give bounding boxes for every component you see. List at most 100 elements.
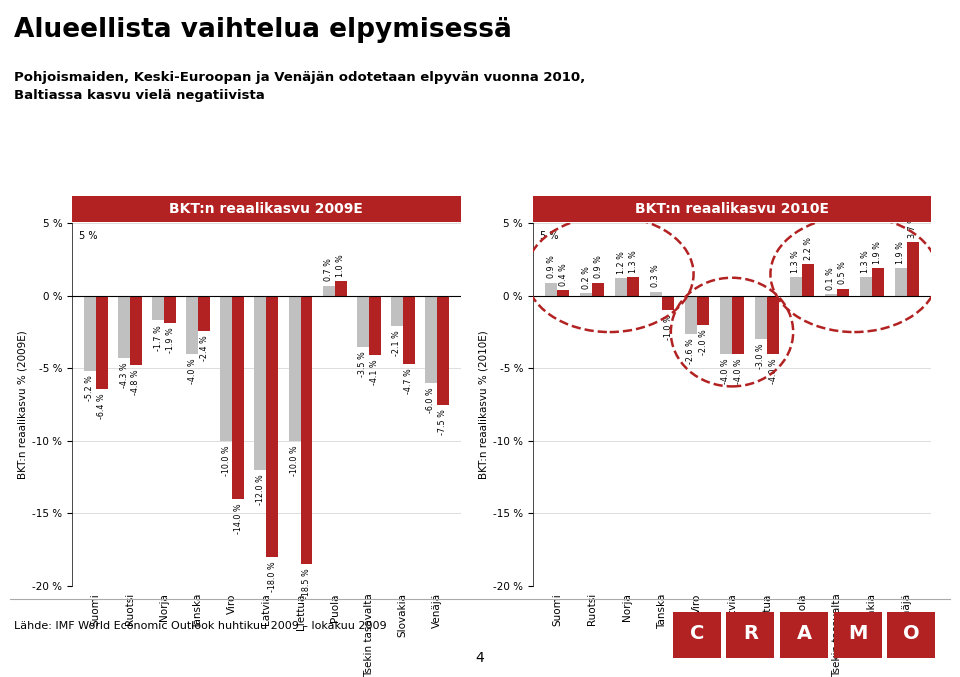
Bar [720, 296, 732, 354]
Bar [357, 296, 369, 347]
Text: -4.3 %: -4.3 % [119, 362, 129, 388]
Bar [907, 242, 919, 296]
Bar [790, 277, 802, 296]
Text: BKT:n reaalikasvu 2009E: BKT:n reaalikasvu 2009E [170, 202, 363, 216]
Text: 1.0 %: 1.0 % [336, 255, 345, 277]
Text: -2.6 %: -2.6 % [686, 338, 695, 364]
Text: -4.7 %: -4.7 % [404, 368, 414, 394]
Bar [895, 268, 907, 296]
Bar [837, 288, 849, 296]
Text: -2.0 %: -2.0 % [699, 329, 708, 355]
FancyBboxPatch shape [887, 612, 935, 657]
Text: -18.5 %: -18.5 % [302, 568, 311, 599]
Bar [254, 296, 267, 470]
Bar [580, 293, 592, 296]
Text: -4.0 %: -4.0 % [769, 358, 778, 384]
Text: -2.4 %: -2.4 % [200, 335, 208, 361]
Bar [186, 296, 198, 354]
Bar [592, 283, 605, 296]
Bar [557, 290, 569, 296]
Text: -6.4 %: -6.4 % [97, 393, 107, 418]
Text: 5 %: 5 % [540, 231, 559, 240]
Text: 1.2 %: 1.2 % [616, 251, 626, 274]
Text: O: O [903, 624, 920, 643]
Text: -3.5 %: -3.5 % [358, 351, 368, 376]
Bar [152, 296, 164, 320]
Text: BKT:n reaalikasvu 2010E: BKT:n reaalikasvu 2010E [635, 202, 829, 216]
Text: 0.5 %: 0.5 % [838, 261, 848, 284]
Text: 5 %: 5 % [79, 231, 97, 240]
Text: 0.3 %: 0.3 % [652, 265, 660, 287]
Bar [615, 278, 627, 296]
Bar [118, 296, 130, 358]
Text: 1.9 %: 1.9 % [874, 241, 882, 264]
Text: R: R [743, 624, 757, 643]
Bar [164, 296, 176, 324]
Text: -5.2 %: -5.2 % [85, 376, 94, 401]
Text: C: C [689, 624, 704, 643]
Text: -4.8 %: -4.8 % [132, 370, 140, 395]
Text: 1.3 %: 1.3 % [791, 250, 801, 273]
Bar [289, 296, 300, 441]
Bar [859, 277, 872, 296]
Bar [96, 296, 108, 389]
Text: -18.0 %: -18.0 % [268, 561, 276, 592]
Bar [267, 296, 278, 556]
Bar [662, 296, 674, 310]
Text: 4: 4 [475, 651, 485, 665]
Bar [369, 296, 381, 355]
Bar [437, 296, 449, 404]
Bar [425, 296, 437, 383]
Text: -2.1 %: -2.1 % [393, 330, 401, 356]
Bar [767, 296, 780, 354]
Bar [697, 296, 709, 325]
Bar [221, 296, 232, 441]
Text: -4.0 %: -4.0 % [188, 358, 197, 384]
Text: -14.0 %: -14.0 % [234, 503, 243, 533]
Bar [627, 277, 639, 296]
Text: -10.0 %: -10.0 % [290, 445, 299, 476]
Text: -6.0 %: -6.0 % [426, 387, 436, 413]
Text: A: A [797, 624, 811, 643]
Bar [650, 292, 662, 296]
Text: -4.0 %: -4.0 % [733, 358, 743, 384]
Text: -1.0 %: -1.0 % [663, 315, 673, 341]
Bar [84, 296, 96, 371]
Bar [391, 296, 403, 326]
Text: -3.0 %: -3.0 % [756, 344, 765, 369]
Bar [198, 296, 210, 330]
Y-axis label: BKT:n reaalikasvu % (2009E): BKT:n reaalikasvu % (2009E) [18, 330, 28, 479]
Text: 1.3 %: 1.3 % [629, 250, 637, 273]
Bar [323, 286, 335, 296]
Text: -12.0 %: -12.0 % [256, 474, 265, 505]
Text: -7.5 %: -7.5 % [439, 409, 447, 435]
Text: -10.0 %: -10.0 % [222, 445, 230, 476]
Bar [403, 296, 415, 364]
Bar [300, 296, 312, 564]
Y-axis label: BKT:n reaalikasvu % (2010E): BKT:n reaalikasvu % (2010E) [479, 330, 489, 479]
Bar [130, 296, 142, 366]
Text: Lähde: IMF World Economic Outlook huhtikuu 2009 – lokakuu 2009: Lähde: IMF World Economic Outlook huhtik… [14, 621, 387, 631]
Bar [545, 283, 557, 296]
FancyBboxPatch shape [833, 612, 881, 657]
Text: -4.0 %: -4.0 % [721, 358, 731, 384]
Text: -4.1 %: -4.1 % [371, 359, 379, 385]
Text: 1.9 %: 1.9 % [896, 241, 905, 264]
Text: 2.2 %: 2.2 % [804, 237, 812, 259]
Text: -1.7 %: -1.7 % [154, 325, 162, 351]
FancyBboxPatch shape [727, 612, 775, 657]
Bar [732, 296, 744, 354]
Bar [684, 296, 697, 334]
Bar [335, 282, 347, 296]
Bar [872, 268, 884, 296]
Text: 0.9 %: 0.9 % [546, 256, 556, 278]
FancyBboxPatch shape [780, 612, 828, 657]
Text: 1.3 %: 1.3 % [861, 250, 870, 273]
FancyBboxPatch shape [673, 612, 721, 657]
Bar [825, 294, 837, 296]
Text: -1.9 %: -1.9 % [165, 328, 175, 353]
Text: 0.2 %: 0.2 % [582, 266, 590, 288]
Text: Alueellista vaihtelua elpymisessä: Alueellista vaihtelua elpymisessä [14, 17, 513, 43]
Text: 3.7 %: 3.7 % [908, 215, 918, 238]
Text: 0.9 %: 0.9 % [594, 256, 603, 278]
